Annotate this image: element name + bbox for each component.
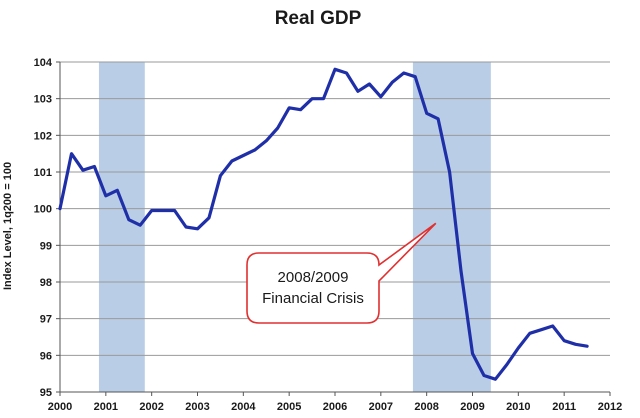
x-tick-label-2002: 2002 (139, 401, 163, 413)
x-tick-label-2012: 2012 (598, 401, 622, 413)
plot-area (60, 62, 610, 392)
y-tick-label-99: 99 (40, 240, 52, 252)
x-tick-labels-group: 2000 2001 2002 2003 2004 2005 2006 2007 2008 2009… (48, 401, 622, 413)
axes-group (56, 61, 611, 396)
x-tick-label-2009: 2009 (460, 401, 484, 413)
series-line-1 (58, 67, 589, 381)
x-tick-label-2004: 2004 (231, 401, 256, 413)
callout-line-2: Financial Crisis (262, 290, 364, 307)
x-tick-label-2008: 2008 (414, 401, 438, 413)
y-tick-label-96: 96 (40, 350, 52, 362)
x-tick-label-2001: 2001 (94, 401, 118, 413)
gridlines-group (60, 61, 610, 356)
recession-band-2 (412, 62, 491, 392)
x-tick-label-2003: 2003 (185, 401, 209, 413)
x-tick-label-2005: 2005 (277, 401, 301, 413)
x-tick-label-2006: 2006 (323, 401, 347, 413)
y-tick-label-100: 100 (34, 204, 52, 216)
crisis-callout: 2008/2009 Financial Crisis (246, 222, 437, 324)
recession-shading-group (98, 62, 491, 392)
x-tick-label-2000: 2000 (48, 401, 72, 413)
plot-background (60, 62, 610, 392)
y-tick-label-101: 101 (34, 167, 52, 179)
y-tick-label-95: 95 (40, 387, 52, 399)
series-group (58, 67, 589, 381)
y-tick-labels-group: 95 96 97 98 99 100 101 102 103 104 (34, 57, 53, 399)
y-tick-label-97: 97 (40, 314, 52, 326)
y-tick-label-103: 103 (34, 94, 52, 106)
callout-line-1: 2008/2009 (278, 269, 349, 286)
x-tick-label-2011: 2011 (552, 401, 576, 413)
y-tick-label-98: 98 (40, 277, 52, 289)
callout-bubble (246, 222, 437, 324)
y-tick-label-102: 102 (34, 130, 52, 142)
y-tick-label-104: 104 (34, 57, 53, 69)
x-tick-label-2010: 2010 (506, 401, 530, 413)
chart-title: Real GDP (275, 8, 362, 29)
y-axis-label: Index Level, 1q200 = 100 (2, 162, 14, 290)
recession-band-1 (98, 62, 145, 392)
x-tick-label-2007: 2007 (369, 401, 393, 413)
